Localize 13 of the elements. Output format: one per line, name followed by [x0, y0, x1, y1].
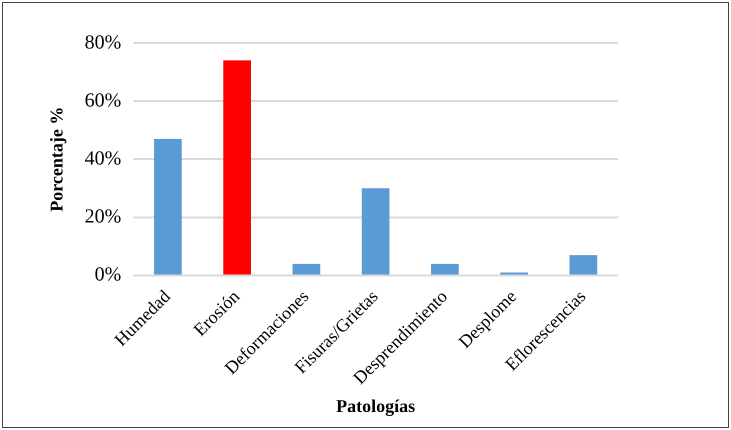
y-tick-label: 20%: [84, 206, 122, 228]
bar: [431, 264, 459, 274]
y-tick-label: 80%: [84, 31, 122, 54]
bar: [154, 138, 182, 274]
x-axis-title: Patologías: [336, 396, 416, 416]
bar: [292, 264, 320, 274]
bar: [362, 188, 390, 274]
y-tick-label: 40%: [84, 147, 122, 170]
y-axis-title: Porcentaje %: [46, 106, 66, 212]
y-tick-label: 60%: [84, 89, 122, 112]
bar: [223, 60, 251, 274]
y-tick-label: 0%: [94, 264, 122, 286]
bar: [570, 255, 598, 274]
